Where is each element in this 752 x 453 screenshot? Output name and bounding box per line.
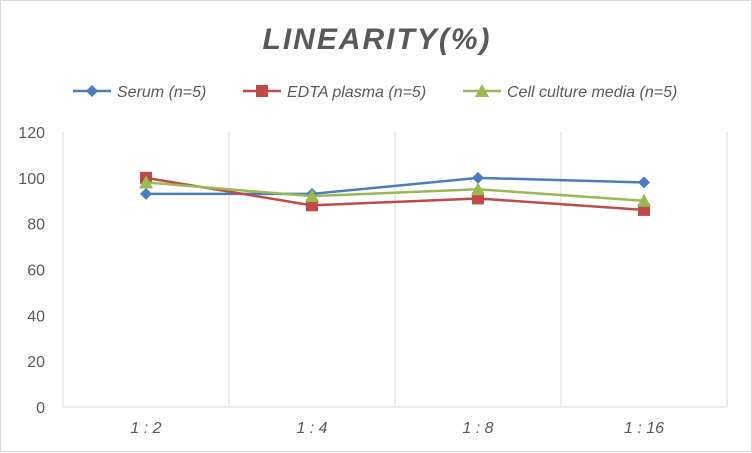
legend-item-cell-culture-media: Cell culture media (n=5) bbox=[463, 84, 677, 101]
series-line-cell-culture-media bbox=[145, 181, 645, 202]
data-point-edta-plasma bbox=[638, 203, 650, 216]
data-point-serum bbox=[638, 176, 650, 189]
y-axis-tick-labels: 0 20 40 60 80 100 120 bbox=[18, 125, 45, 417]
legend-marker-serum bbox=[86, 85, 98, 97]
x-tick-label: 1 : 8 bbox=[462, 420, 493, 437]
y-tick-label: 60 bbox=[27, 263, 45, 280]
x-axis-tick-labels: 1 : 2 1 : 4 1 : 8 1 : 16 bbox=[130, 420, 664, 437]
legend-label-serum: Serum (n=5) bbox=[117, 84, 206, 101]
data-point-cell-culture-media bbox=[471, 182, 485, 196]
legend-item-serum: Serum (n=5) bbox=[73, 84, 206, 101]
legend-label-edta-plasma: EDTA plasma (n=5) bbox=[287, 84, 426, 101]
data-point-cell-culture-media bbox=[305, 189, 319, 203]
legend-label-cell-culture-media: Cell culture media (n=5) bbox=[507, 84, 677, 101]
data-point-serum bbox=[140, 187, 152, 200]
series-edta-plasma bbox=[140, 171, 650, 216]
data-point-edta-plasma bbox=[472, 192, 484, 205]
y-tick-label: 80 bbox=[27, 217, 45, 234]
chart-title: LINEARITY(%) bbox=[263, 23, 492, 56]
legend: Serum (n=5) EDTA plasma (n=5) Cell cultu… bbox=[73, 84, 677, 101]
data-point-cell-culture-media bbox=[637, 193, 651, 207]
y-tick-label: 0 bbox=[36, 400, 45, 417]
y-tick-label: 20 bbox=[27, 354, 45, 371]
data-point-serum bbox=[472, 171, 484, 184]
x-tick-label: 1 : 4 bbox=[296, 420, 327, 437]
series-line-serum bbox=[146, 176, 645, 196]
vertical-gridlines bbox=[62, 132, 728, 407]
y-tick-label: 120 bbox=[18, 125, 45, 142]
x-tick-label: 1 : 16 bbox=[624, 420, 664, 437]
data-point-edta-plasma bbox=[306, 199, 318, 212]
y-tick-label: 100 bbox=[18, 171, 45, 188]
data-point-cell-culture-media bbox=[139, 175, 153, 189]
y-tick-label: 40 bbox=[27, 308, 45, 325]
series-line-edta-plasma bbox=[145, 176, 645, 212]
legend-marker-edta-plasma bbox=[256, 85, 268, 97]
legend-item-edta-plasma: EDTA plasma (n=5) bbox=[243, 84, 426, 101]
series-cell-culture-media bbox=[139, 175, 651, 207]
legend-marker-cell-culture-media bbox=[475, 84, 489, 97]
series-layer bbox=[139, 171, 651, 216]
x-tick-label: 1 : 2 bbox=[130, 420, 161, 437]
